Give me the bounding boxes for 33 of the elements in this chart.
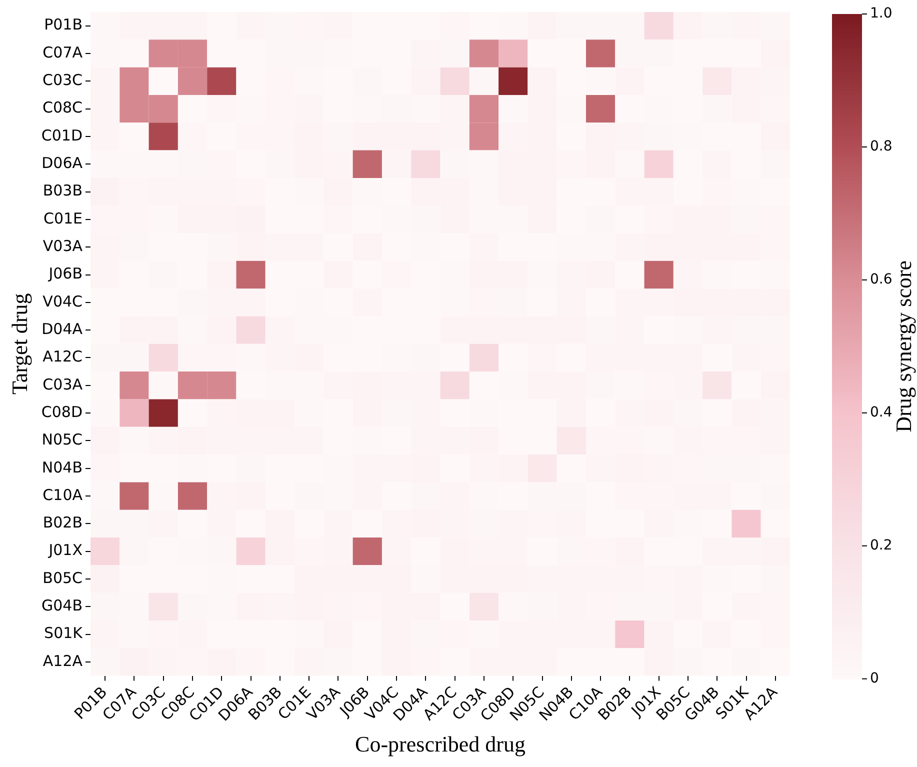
y-tick-label: A12A [42, 652, 84, 670]
y-tick-label: A12C [42, 348, 83, 366]
y-tick-label: D06A [42, 154, 84, 172]
y-tick-label: C03A [42, 375, 84, 394]
y-tick-label: S01K [44, 624, 84, 642]
y-tick-label: P01B [44, 16, 83, 34]
color-bar-label: 0.8 [870, 138, 892, 155]
y-axis-title: Target drug [6, 293, 32, 395]
y-tick-label: C01E [43, 209, 83, 228]
y-tick-label: C08D [41, 402, 83, 421]
y-tick-label: V04C [42, 292, 83, 310]
y-tick-label: N05C [42, 430, 83, 449]
color-bar-label: 0.4 [870, 404, 892, 421]
y-tick-label: J01X [48, 541, 83, 560]
y-tick-label: B05C [42, 568, 83, 587]
y-tick-label: V03A [42, 236, 84, 255]
y-tick-label: C08C [42, 98, 83, 117]
color-bar-title: Drug synergy score [890, 260, 916, 432]
color-bar-label: 1.0 [870, 6, 892, 22]
y-tick-label: B03B [42, 182, 83, 200]
y-tick-label: C01D [41, 126, 83, 144]
y-tick-label: D04A [42, 320, 84, 338]
y-tick-label: C07A [42, 43, 84, 62]
y-tick-label: G04B [41, 596, 83, 615]
color-bar-label: 0.2 [870, 537, 892, 554]
color-bar-label: 0 [870, 670, 879, 686]
y-tick-label: J06B [48, 264, 83, 283]
y-tick-label: B02B [42, 514, 83, 532]
x-axis-title: Co-prescribed drug [355, 732, 526, 757]
y-tick-label: N04B [42, 458, 83, 476]
color-bar-label: 0.6 [870, 272, 892, 288]
y-tick-label: C03C [42, 71, 83, 90]
y-tick-label: C10A [42, 486, 84, 504]
